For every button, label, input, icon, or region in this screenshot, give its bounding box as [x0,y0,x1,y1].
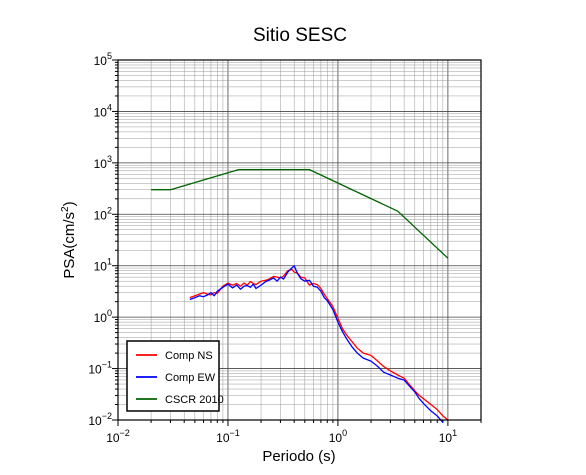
tick-label-exponent: −2 [120,428,130,438]
plot-frame [117,59,482,421]
tick-label-base: 10 [94,157,108,171]
tick-label-base: 10 [88,414,102,428]
tick-label-exponent: −1 [102,360,112,370]
x-tick-label: 100 [329,428,347,445]
legend-label: CSCR 2010 [165,394,224,406]
tick-label-base: 10 [94,311,108,325]
tick-label-exponent: 1 [452,428,457,438]
y-tick-label: 10−1 [88,360,112,377]
tick-label-base: 10 [94,54,108,68]
y-tick-label: 103 [94,154,112,171]
chart-title: Sitio SESC [253,25,347,46]
y-axis-label-base: PSA(cm/s [61,212,78,279]
y-tick-label: 105 [94,51,112,68]
series-line-cscr-2010 [151,168,449,259]
tick-label-exponent: 4 [107,102,112,112]
tick-label-exponent: 2 [107,205,112,215]
y-axis-label: PSA(cm/s2) [60,201,78,278]
tick-label-exponent: 3 [107,154,112,164]
tick-label-exponent: 0 [107,308,112,318]
legend: Comp NS Comp EW CSCR 2010 [126,340,224,412]
x-tick-label: 10−1 [216,428,240,445]
tick-label-base: 10 [88,363,102,377]
y-tick-label: 101 [94,257,112,274]
tick-label-exponent: −2 [102,411,112,421]
tick-label-base: 10 [439,431,453,445]
tick-label-exponent: 1 [107,257,112,267]
y-tick-label: 10−2 [88,411,112,428]
tick-label-base: 10 [94,208,108,222]
y-tick-label: 102 [94,205,112,222]
legend-label: Comp NS [165,350,213,362]
x-tick-label: 101 [439,428,457,445]
tick-label-base: 10 [94,105,108,119]
y-axis-label-superscript: 2 [60,206,71,212]
y-tick-label: 104 [94,102,112,119]
x-axis-label: Periodo (s) [262,448,335,465]
tick-label-exponent: 5 [107,51,112,61]
y-tick-label: 100 [94,308,112,325]
tick-label-base: 10 [106,431,120,445]
grid-lines [117,59,482,421]
tick-label-base: 10 [216,431,230,445]
series-line-comp-ew [189,265,444,423]
legend-label: Comp EW [165,372,216,384]
y-axis-label-tail: ) [61,201,78,206]
tick-label-base: 10 [329,431,343,445]
tick-label-exponent: −1 [230,428,240,438]
x-tick-label: 10−2 [106,428,130,445]
x-tick-labels: 10−2 10−1 100 101 [106,428,457,445]
series-lines [151,168,449,423]
tick-label-base: 10 [94,260,108,274]
series-line-comp-ns [189,268,449,421]
tick-label-exponent: 0 [342,428,347,438]
